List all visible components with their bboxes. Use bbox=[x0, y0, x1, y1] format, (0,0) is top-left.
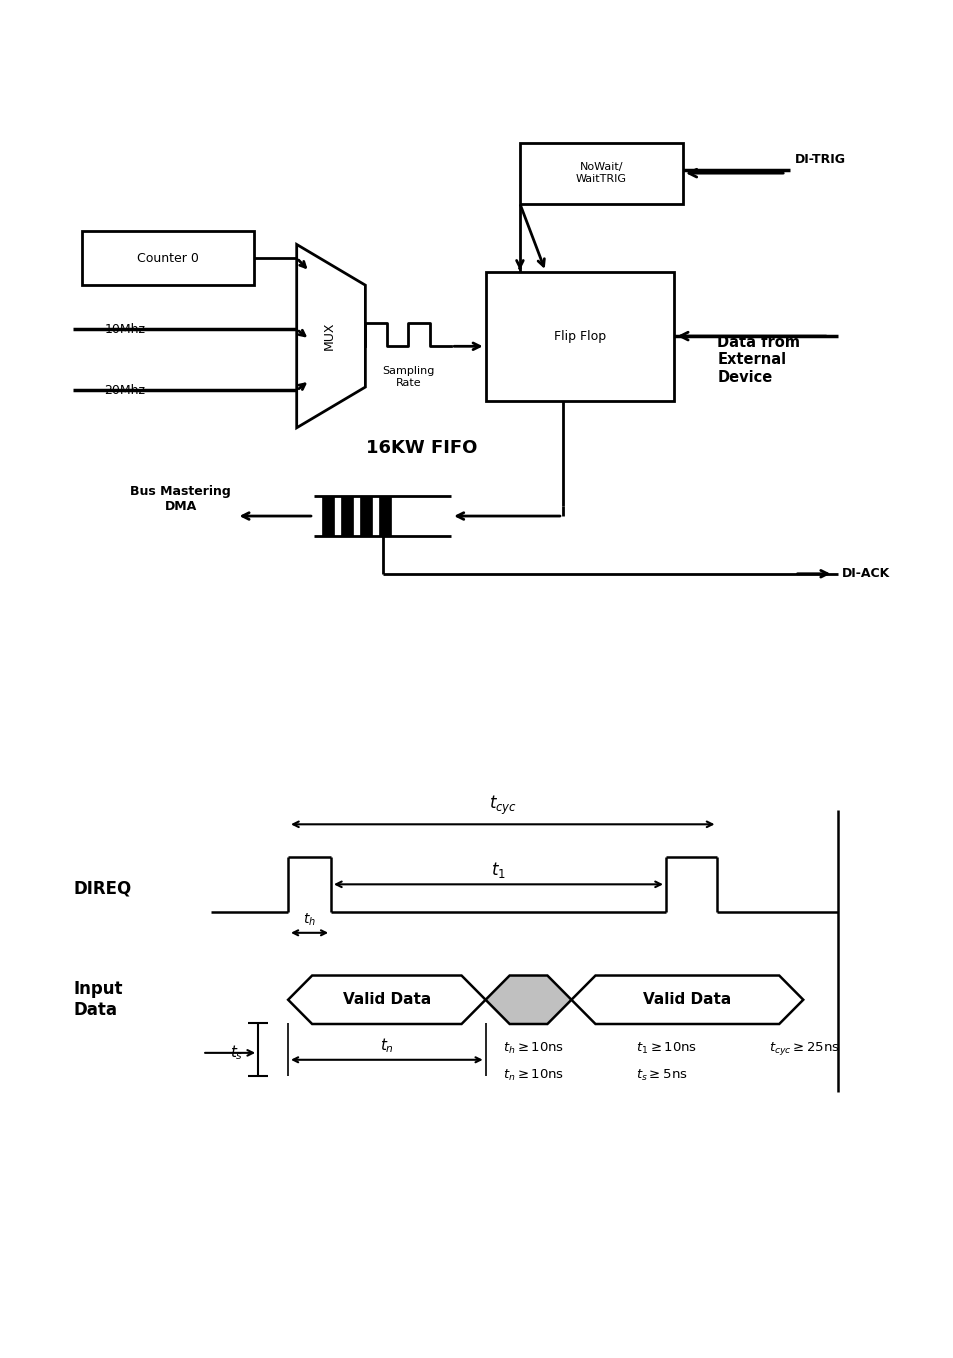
Text: MUX: MUX bbox=[322, 322, 335, 350]
Text: Flip Flop: Flip Flop bbox=[554, 330, 605, 342]
FancyBboxPatch shape bbox=[519, 143, 682, 204]
FancyBboxPatch shape bbox=[378, 496, 391, 536]
Text: $t_h$$\geq$10ns: $t_h$$\geq$10ns bbox=[502, 1040, 563, 1055]
Text: $t_s$: $t_s$ bbox=[230, 1043, 243, 1062]
Text: Valid Data: Valid Data bbox=[342, 993, 431, 1008]
Text: DI-ACK: DI-ACK bbox=[841, 568, 889, 580]
Polygon shape bbox=[485, 975, 571, 1024]
Text: NoWait/
WaitTRIG: NoWait/ WaitTRIG bbox=[576, 163, 626, 183]
FancyBboxPatch shape bbox=[360, 496, 372, 536]
Polygon shape bbox=[288, 975, 485, 1024]
Text: $t_{cyc}$: $t_{cyc}$ bbox=[488, 794, 517, 818]
Text: $t_{cyc}$$\geq$25ns: $t_{cyc}$$\geq$25ns bbox=[768, 1040, 839, 1057]
Text: $t_s$$\geq$5ns: $t_s$$\geq$5ns bbox=[636, 1069, 687, 1084]
Text: 16KW FIFO: 16KW FIFO bbox=[365, 439, 476, 458]
Text: Valid Data: Valid Data bbox=[642, 993, 731, 1008]
FancyBboxPatch shape bbox=[341, 496, 353, 536]
Text: $t_1$$\geq$10ns: $t_1$$\geq$10ns bbox=[636, 1040, 697, 1055]
Text: 20Mhz: 20Mhz bbox=[105, 384, 145, 397]
Text: Counter 0: Counter 0 bbox=[137, 251, 198, 265]
Text: Input
Data: Input Data bbox=[73, 980, 123, 1018]
Text: 10Mhz: 10Mhz bbox=[105, 323, 145, 335]
Text: $t_1$: $t_1$ bbox=[491, 860, 505, 880]
Text: DI-TRIG: DI-TRIG bbox=[794, 153, 844, 166]
Text: Sampling
Rate: Sampling Rate bbox=[382, 367, 434, 387]
Polygon shape bbox=[296, 244, 365, 428]
Polygon shape bbox=[571, 975, 802, 1024]
Text: $t_n$$\geq$10ns: $t_n$$\geq$10ns bbox=[502, 1069, 563, 1084]
Text: DIREQ: DIREQ bbox=[73, 880, 132, 898]
Text: $t_n$: $t_n$ bbox=[379, 1036, 394, 1055]
FancyBboxPatch shape bbox=[485, 272, 674, 401]
Text: Bus Mastering
DMA: Bus Mastering DMA bbox=[131, 485, 231, 513]
Text: Data from
External
Device: Data from External Device bbox=[717, 335, 800, 384]
Text: $t_h$: $t_h$ bbox=[303, 911, 315, 929]
FancyBboxPatch shape bbox=[82, 231, 253, 285]
FancyBboxPatch shape bbox=[322, 496, 335, 536]
